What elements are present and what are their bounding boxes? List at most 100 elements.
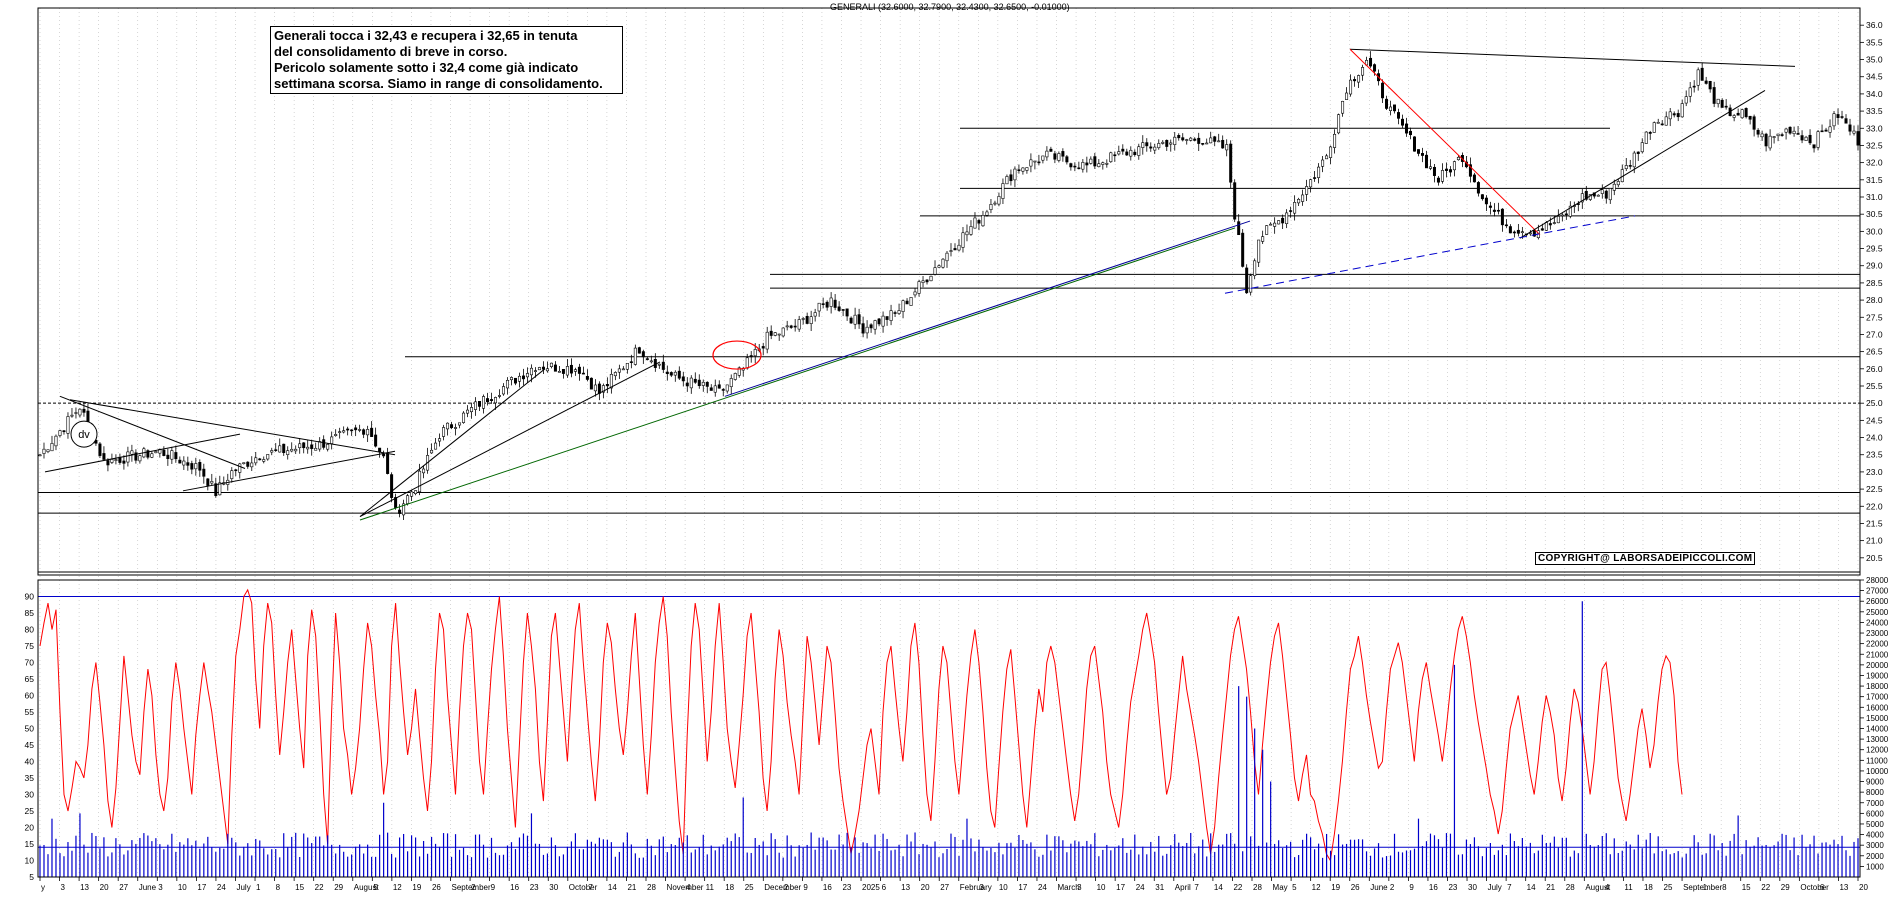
candle-body <box>1005 176 1009 185</box>
x-tick-label: August <box>354 883 380 892</box>
candle-body <box>1033 160 1037 163</box>
price-y-tick-label: 20.5 <box>1866 553 1883 563</box>
candle-body <box>777 333 781 336</box>
candle-body <box>1608 188 1612 201</box>
candle-body <box>993 202 997 205</box>
candle-body <box>785 325 789 328</box>
candle-body <box>1013 168 1017 181</box>
candle-body <box>1357 75 1361 83</box>
candle-body <box>1780 134 1784 136</box>
volume-y-tick-label: 12000 <box>1866 746 1889 755</box>
candle-body <box>42 448 46 454</box>
x-tick-label: 28 <box>1566 883 1575 892</box>
candle-body <box>470 407 474 412</box>
candle-body <box>493 397 497 404</box>
candle-body <box>382 453 386 457</box>
candle-body <box>38 454 42 457</box>
price-candles <box>38 51 1860 521</box>
price-y-tick-label: 29.5 <box>1866 244 1883 254</box>
volume-y-tick-label: 1000 <box>1866 862 1884 871</box>
candle-body <box>270 450 274 453</box>
candle-body <box>1285 212 1289 225</box>
price-y-tick-label: 22.5 <box>1866 484 1883 494</box>
candle-body <box>434 442 438 450</box>
x-tick-label: 22 <box>1233 883 1242 892</box>
candle-body <box>446 422 450 430</box>
candle-body <box>937 265 941 268</box>
candle-body <box>513 377 517 384</box>
candle-body <box>402 503 406 516</box>
candle-body <box>821 303 825 305</box>
candle-body <box>693 378 697 383</box>
candle-body <box>166 454 170 459</box>
candle-body <box>1133 151 1137 155</box>
candle-body <box>466 409 470 414</box>
candle-body <box>102 453 106 460</box>
candle-body <box>1153 146 1157 151</box>
candle-body <box>917 281 921 294</box>
candle-body <box>905 300 909 305</box>
candle-body <box>1548 223 1552 226</box>
candle-body <box>202 468 206 477</box>
candle-body <box>1632 152 1636 168</box>
candle-body <box>1173 136 1177 145</box>
candle-body <box>969 226 973 235</box>
candle-body <box>1161 141 1165 144</box>
candle-body <box>1660 123 1664 126</box>
x-tick-label: 4 <box>1605 883 1610 892</box>
candle-body <box>853 314 857 325</box>
trendline-black <box>69 399 396 456</box>
candle-body <box>973 217 977 229</box>
candle-body <box>1309 179 1313 188</box>
price-y-tick-label: 33.0 <box>1866 123 1883 133</box>
candle-body <box>450 424 454 428</box>
candle-body <box>573 369 577 372</box>
x-tick-label: 6 <box>1820 883 1825 892</box>
oscillator-y-tick-label: 45 <box>25 740 35 750</box>
candle-body <box>1792 130 1796 134</box>
x-tick-label: 13 <box>1839 883 1848 892</box>
x-tick-label: 7 <box>588 883 593 892</box>
x-tick-label: 14 <box>1214 883 1223 892</box>
candle-body <box>462 412 466 423</box>
candle-body <box>749 355 753 358</box>
x-tick-label: 3 <box>979 883 984 892</box>
candle-body <box>1600 189 1604 194</box>
oscillator-y-tick-label: 90 <box>25 592 35 602</box>
candle-body <box>1580 193 1584 203</box>
candle-body <box>1217 140 1221 143</box>
candle-body <box>1313 177 1317 179</box>
candle-body <box>1105 162 1109 165</box>
candle-body <box>274 449 278 451</box>
volume-y-tick-label: 5000 <box>1866 820 1884 829</box>
candle-body <box>82 408 86 413</box>
price-y-tick-label: 27.5 <box>1866 312 1883 322</box>
candle-body <box>286 450 290 455</box>
candle-body <box>1229 143 1233 183</box>
candle-body <box>609 373 613 389</box>
x-tick-label: October <box>1800 883 1829 892</box>
candle-body <box>182 460 186 466</box>
candle-body <box>1448 169 1452 173</box>
candle-body <box>721 389 725 391</box>
candle-body <box>1129 149 1133 157</box>
volume-y-tick-label: 20000 <box>1866 661 1889 670</box>
x-tick-label: 2025 <box>862 883 880 892</box>
x-tick-label: November <box>667 883 704 892</box>
volume-y-tick-label: 21000 <box>1866 650 1889 659</box>
candle-body <box>178 459 182 464</box>
volume-y-tick-label: 3000 <box>1866 841 1884 850</box>
candle-body <box>1756 129 1760 135</box>
volume-bars <box>39 601 1859 877</box>
candle-body <box>1424 154 1428 169</box>
candle-body <box>753 349 757 357</box>
candle-body <box>1077 167 1081 170</box>
candle-body <box>885 316 889 320</box>
price-y-tick-label: 24.0 <box>1866 433 1883 443</box>
candle-body <box>709 387 713 391</box>
x-tick-label: September <box>452 883 491 892</box>
candle-body <box>1249 275 1253 293</box>
volume-y-tick-label: 26000 <box>1866 597 1889 606</box>
candle-body <box>1516 229 1520 234</box>
